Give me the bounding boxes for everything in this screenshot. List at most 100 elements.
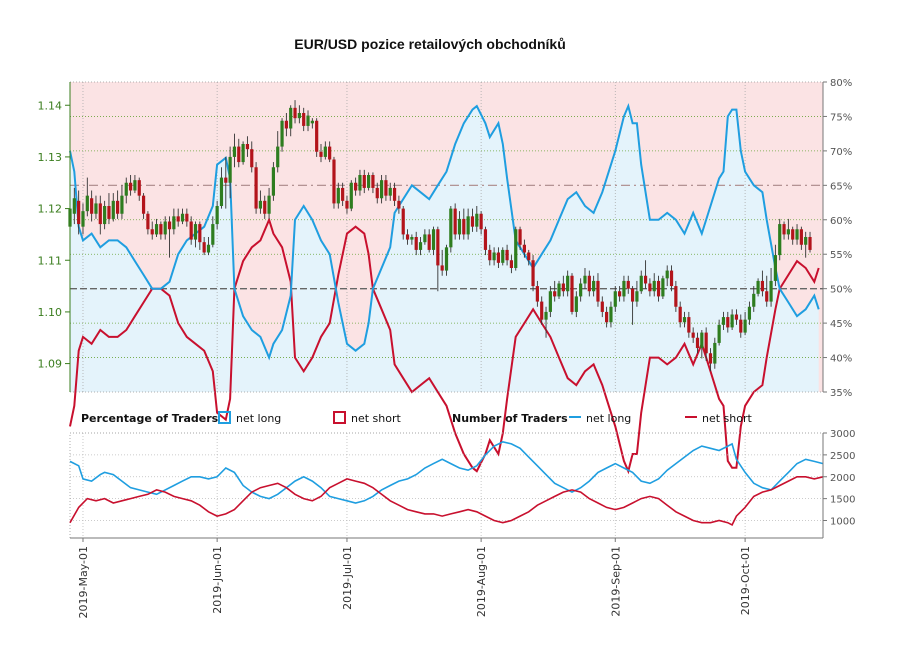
candle-body — [492, 252, 496, 261]
candle-body — [613, 291, 617, 307]
candle-body — [323, 146, 327, 157]
background-areas — [70, 82, 823, 392]
candle-body — [206, 244, 211, 253]
candle-body — [198, 224, 202, 243]
candle-body — [518, 229, 522, 245]
percent-long-line — [69, 102, 820, 475]
candle-body — [284, 120, 288, 129]
candle-body — [245, 144, 250, 150]
candle-body — [215, 206, 219, 225]
legend-num-heading: Number of Traders — [452, 412, 568, 425]
candle-body — [496, 252, 501, 263]
candle-body — [501, 249, 505, 263]
axes: 1.14 1.13 1.12 1.11 1.10 1.09 80% 75% 70% 65% 60% 5… — [38, 78, 853, 399]
candle-body — [384, 180, 388, 196]
candle-body — [250, 149, 254, 168]
candlesticks — [68, 100, 812, 372]
candle-body — [219, 177, 224, 206]
candle-body — [804, 237, 808, 245]
percent-tick-label: 60% — [830, 216, 852, 227]
candle-body — [410, 237, 414, 240]
candle-body — [483, 229, 488, 250]
candle-body — [596, 280, 600, 302]
candle-body — [358, 175, 362, 191]
candle-body — [77, 200, 81, 225]
gridlines — [70, 82, 823, 392]
candle-body — [561, 283, 565, 292]
legend-pct-long-label: net long — [236, 412, 281, 425]
candle-body — [557, 283, 561, 297]
candle-body — [449, 208, 453, 248]
x-tick-label: 2019-Jun-01 — [211, 546, 224, 614]
candle-body — [232, 146, 237, 157]
candle-body — [258, 200, 263, 209]
count-tick-label: 2000 — [830, 473, 855, 484]
candle-body — [566, 275, 570, 292]
candle-body — [193, 224, 198, 240]
count-tick-label: 3000 — [830, 429, 855, 440]
candle-body — [687, 317, 691, 333]
candle-body — [808, 237, 812, 250]
candle-body — [656, 280, 661, 297]
candle-body — [116, 200, 120, 214]
net-long-area — [70, 106, 819, 392]
candle-body — [332, 159, 336, 204]
legend-pct-heading: Percentage of Traders — [81, 412, 219, 425]
count-tick-label: 1000 — [830, 517, 855, 528]
candle-body — [695, 337, 700, 349]
candle-body — [98, 203, 102, 225]
candle-body — [579, 283, 583, 297]
candle-body — [618, 291, 622, 297]
candle-body — [479, 213, 483, 230]
candle-body — [418, 242, 423, 250]
candle-body — [509, 260, 514, 268]
candle-body — [786, 229, 790, 235]
legend-num-long-label: net long — [586, 412, 631, 425]
candle-body — [354, 182, 358, 191]
candle-body — [700, 332, 704, 349]
candle-body — [730, 314, 734, 328]
candle-body — [713, 342, 717, 364]
count-long-line — [69, 440, 824, 504]
legend-num-short-label: net short — [702, 412, 753, 425]
candle-body — [648, 283, 652, 292]
candle-body — [94, 203, 98, 214]
candle-body — [159, 224, 163, 235]
candle-body — [769, 280, 773, 302]
x-axis-ticks: 2019-May-01 2019-Jun-01 2019-Jul-01 2019-Au… — [77, 538, 752, 618]
candle-body — [120, 195, 124, 214]
candle-body — [635, 291, 639, 302]
candle-body — [254, 167, 258, 209]
trader-count-lines — [69, 440, 824, 526]
candle-body — [574, 296, 578, 312]
percent-tick-label: 50% — [830, 285, 852, 296]
price-tick-label: 1.10 — [38, 306, 63, 319]
candle-body — [367, 175, 371, 188]
candle-body — [535, 286, 539, 302]
candle-body — [765, 291, 769, 302]
candle-body — [475, 213, 479, 227]
candle-body — [726, 317, 730, 328]
candle-body — [431, 229, 436, 250]
candle-body — [150, 229, 154, 235]
candle-body — [721, 317, 726, 325]
candle-body — [691, 332, 695, 338]
percent-tick-label: 70% — [830, 147, 852, 158]
candle-body — [652, 280, 656, 292]
candle-body — [315, 120, 319, 152]
price-tick-label: 1.12 — [38, 203, 63, 216]
candle-body — [674, 286, 678, 307]
candle-body — [103, 206, 107, 225]
x-tick-label: 2019-Oct-01 — [739, 546, 752, 615]
candle-body — [289, 107, 293, 129]
candle-body — [756, 280, 760, 294]
candle-body — [263, 200, 267, 214]
candle-body — [185, 213, 189, 222]
candle-body — [107, 206, 111, 219]
candle-body — [665, 270, 669, 279]
candle-body — [345, 200, 349, 209]
candle-body — [609, 306, 613, 323]
candle-body — [241, 144, 245, 163]
candle-body — [176, 216, 180, 222]
